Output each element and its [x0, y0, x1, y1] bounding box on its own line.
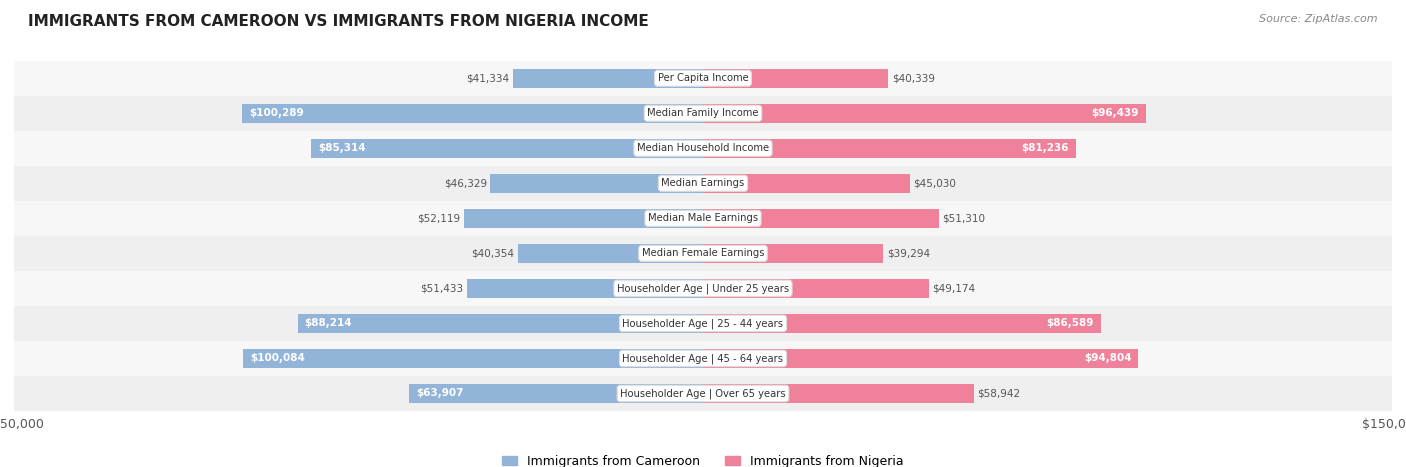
- Bar: [703, 209, 939, 228]
- Text: $39,294: $39,294: [887, 248, 929, 258]
- Bar: [14, 201, 1392, 236]
- Bar: [14, 271, 1392, 306]
- Bar: [464, 209, 703, 228]
- Text: Householder Age | 25 - 44 years: Householder Age | 25 - 44 years: [623, 318, 783, 329]
- Bar: [14, 341, 1392, 376]
- Text: $88,214: $88,214: [305, 318, 353, 328]
- Text: Householder Age | 45 - 64 years: Householder Age | 45 - 64 years: [623, 353, 783, 364]
- Bar: [703, 314, 1101, 333]
- Bar: [14, 131, 1392, 166]
- Text: Median Earnings: Median Earnings: [661, 178, 745, 188]
- Text: $51,310: $51,310: [942, 213, 986, 223]
- Bar: [491, 174, 703, 193]
- Text: $81,236: $81,236: [1022, 143, 1069, 153]
- Bar: [703, 384, 974, 403]
- Bar: [703, 349, 1139, 368]
- Text: $100,084: $100,084: [250, 354, 305, 363]
- Text: Median Male Earnings: Median Male Earnings: [648, 213, 758, 223]
- Text: Median Family Income: Median Family Income: [647, 108, 759, 118]
- Text: $41,334: $41,334: [467, 73, 510, 83]
- Text: Householder Age | Under 25 years: Householder Age | Under 25 years: [617, 283, 789, 294]
- Legend: Immigrants from Cameroon, Immigrants from Nigeria: Immigrants from Cameroon, Immigrants fro…: [502, 455, 904, 467]
- Text: $40,354: $40,354: [471, 248, 515, 258]
- Text: $85,314: $85,314: [318, 143, 366, 153]
- Text: $52,119: $52,119: [418, 213, 460, 223]
- Bar: [14, 306, 1392, 341]
- Bar: [14, 376, 1392, 411]
- Text: Per Capita Income: Per Capita Income: [658, 73, 748, 83]
- Text: $58,942: $58,942: [977, 389, 1021, 398]
- Text: $100,289: $100,289: [249, 108, 304, 118]
- Bar: [703, 139, 1076, 158]
- Bar: [467, 279, 703, 298]
- Bar: [242, 104, 703, 123]
- Bar: [14, 166, 1392, 201]
- Bar: [311, 139, 703, 158]
- Text: $63,907: $63,907: [416, 389, 464, 398]
- Bar: [703, 244, 883, 263]
- Bar: [703, 69, 889, 88]
- Bar: [14, 236, 1392, 271]
- Text: $96,439: $96,439: [1091, 108, 1139, 118]
- Bar: [703, 104, 1146, 123]
- Text: $46,329: $46,329: [444, 178, 486, 188]
- Bar: [14, 96, 1392, 131]
- Text: Householder Age | Over 65 years: Householder Age | Over 65 years: [620, 388, 786, 399]
- Text: $94,804: $94,804: [1084, 354, 1132, 363]
- Bar: [243, 349, 703, 368]
- Bar: [517, 244, 703, 263]
- Bar: [513, 69, 703, 88]
- Text: Median Female Earnings: Median Female Earnings: [641, 248, 765, 258]
- Bar: [14, 61, 1392, 96]
- Text: $51,433: $51,433: [420, 283, 464, 293]
- Text: $49,174: $49,174: [932, 283, 976, 293]
- Bar: [703, 279, 929, 298]
- Text: $40,339: $40,339: [891, 73, 935, 83]
- Text: $45,030: $45,030: [914, 178, 956, 188]
- Bar: [298, 314, 703, 333]
- Text: $86,589: $86,589: [1046, 318, 1094, 328]
- Bar: [703, 174, 910, 193]
- Text: Source: ZipAtlas.com: Source: ZipAtlas.com: [1260, 14, 1378, 24]
- Bar: [409, 384, 703, 403]
- Text: IMMIGRANTS FROM CAMEROON VS IMMIGRANTS FROM NIGERIA INCOME: IMMIGRANTS FROM CAMEROON VS IMMIGRANTS F…: [28, 14, 650, 29]
- Text: Median Household Income: Median Household Income: [637, 143, 769, 153]
